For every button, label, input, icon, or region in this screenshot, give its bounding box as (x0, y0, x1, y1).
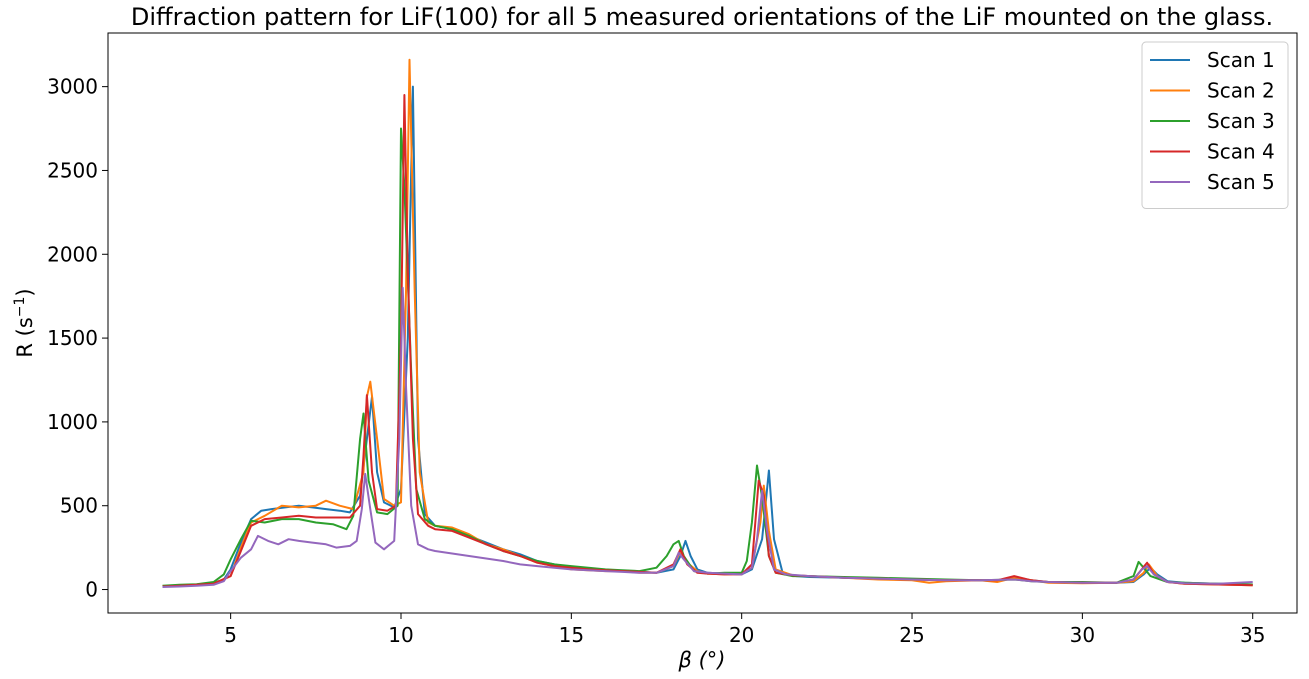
x-tick-label: 30 (1070, 623, 1095, 647)
x-tick-label: 5 (224, 623, 237, 647)
legend-label-2: Scan 2 (1207, 79, 1275, 103)
y-axis-label-main: R (s (13, 317, 37, 357)
series-line-5 (162, 286, 1253, 588)
y-axis-label-sup: −1 (12, 297, 28, 318)
y-tick-label: 1000 (47, 410, 98, 434)
series-layer (162, 58, 1253, 588)
x-tick-label: 10 (388, 623, 413, 647)
y-tick-label: 1500 (47, 326, 98, 350)
legend-label-1: Scan 1 (1207, 48, 1275, 72)
y-tick-label: 2000 (47, 242, 98, 266)
x-axis-label: β (°) (678, 648, 726, 672)
legend-box (1141, 41, 1289, 209)
y-axis: 0 500 1000 1500 2000 2500 3000 (47, 75, 108, 602)
plot-frame (107, 32, 1298, 614)
x-tick-label: 35 (1240, 623, 1265, 647)
legend: Scan 1 Scan 2 Scan 3 Scan 4 Scan 5 (1141, 41, 1289, 209)
y-axis-label-close: ) (13, 288, 37, 296)
y-tick-label: 0 (85, 578, 98, 602)
series-line-1 (162, 85, 1253, 588)
legend-label-5: Scan 5 (1207, 170, 1275, 194)
y-axis-label: R (s−1) (12, 288, 37, 357)
series-line-4 (162, 94, 1253, 588)
y-tick-label: 3000 (47, 75, 98, 99)
chart-title: Diffraction pattern for LiF(100) for all… (131, 3, 1273, 31)
series-line-2 (162, 58, 1253, 588)
x-tick-label: 20 (729, 623, 754, 647)
x-tick-label: 25 (899, 623, 924, 647)
x-tick-label: 15 (559, 623, 584, 647)
legend-label-4: Scan 4 (1207, 140, 1275, 164)
legend-label-3: Scan 3 (1207, 109, 1275, 133)
y-tick-label: 2500 (47, 158, 98, 182)
y-tick-label: 500 (60, 494, 98, 518)
x-axis: 5 10 15 20 25 30 35 (224, 613, 1265, 647)
